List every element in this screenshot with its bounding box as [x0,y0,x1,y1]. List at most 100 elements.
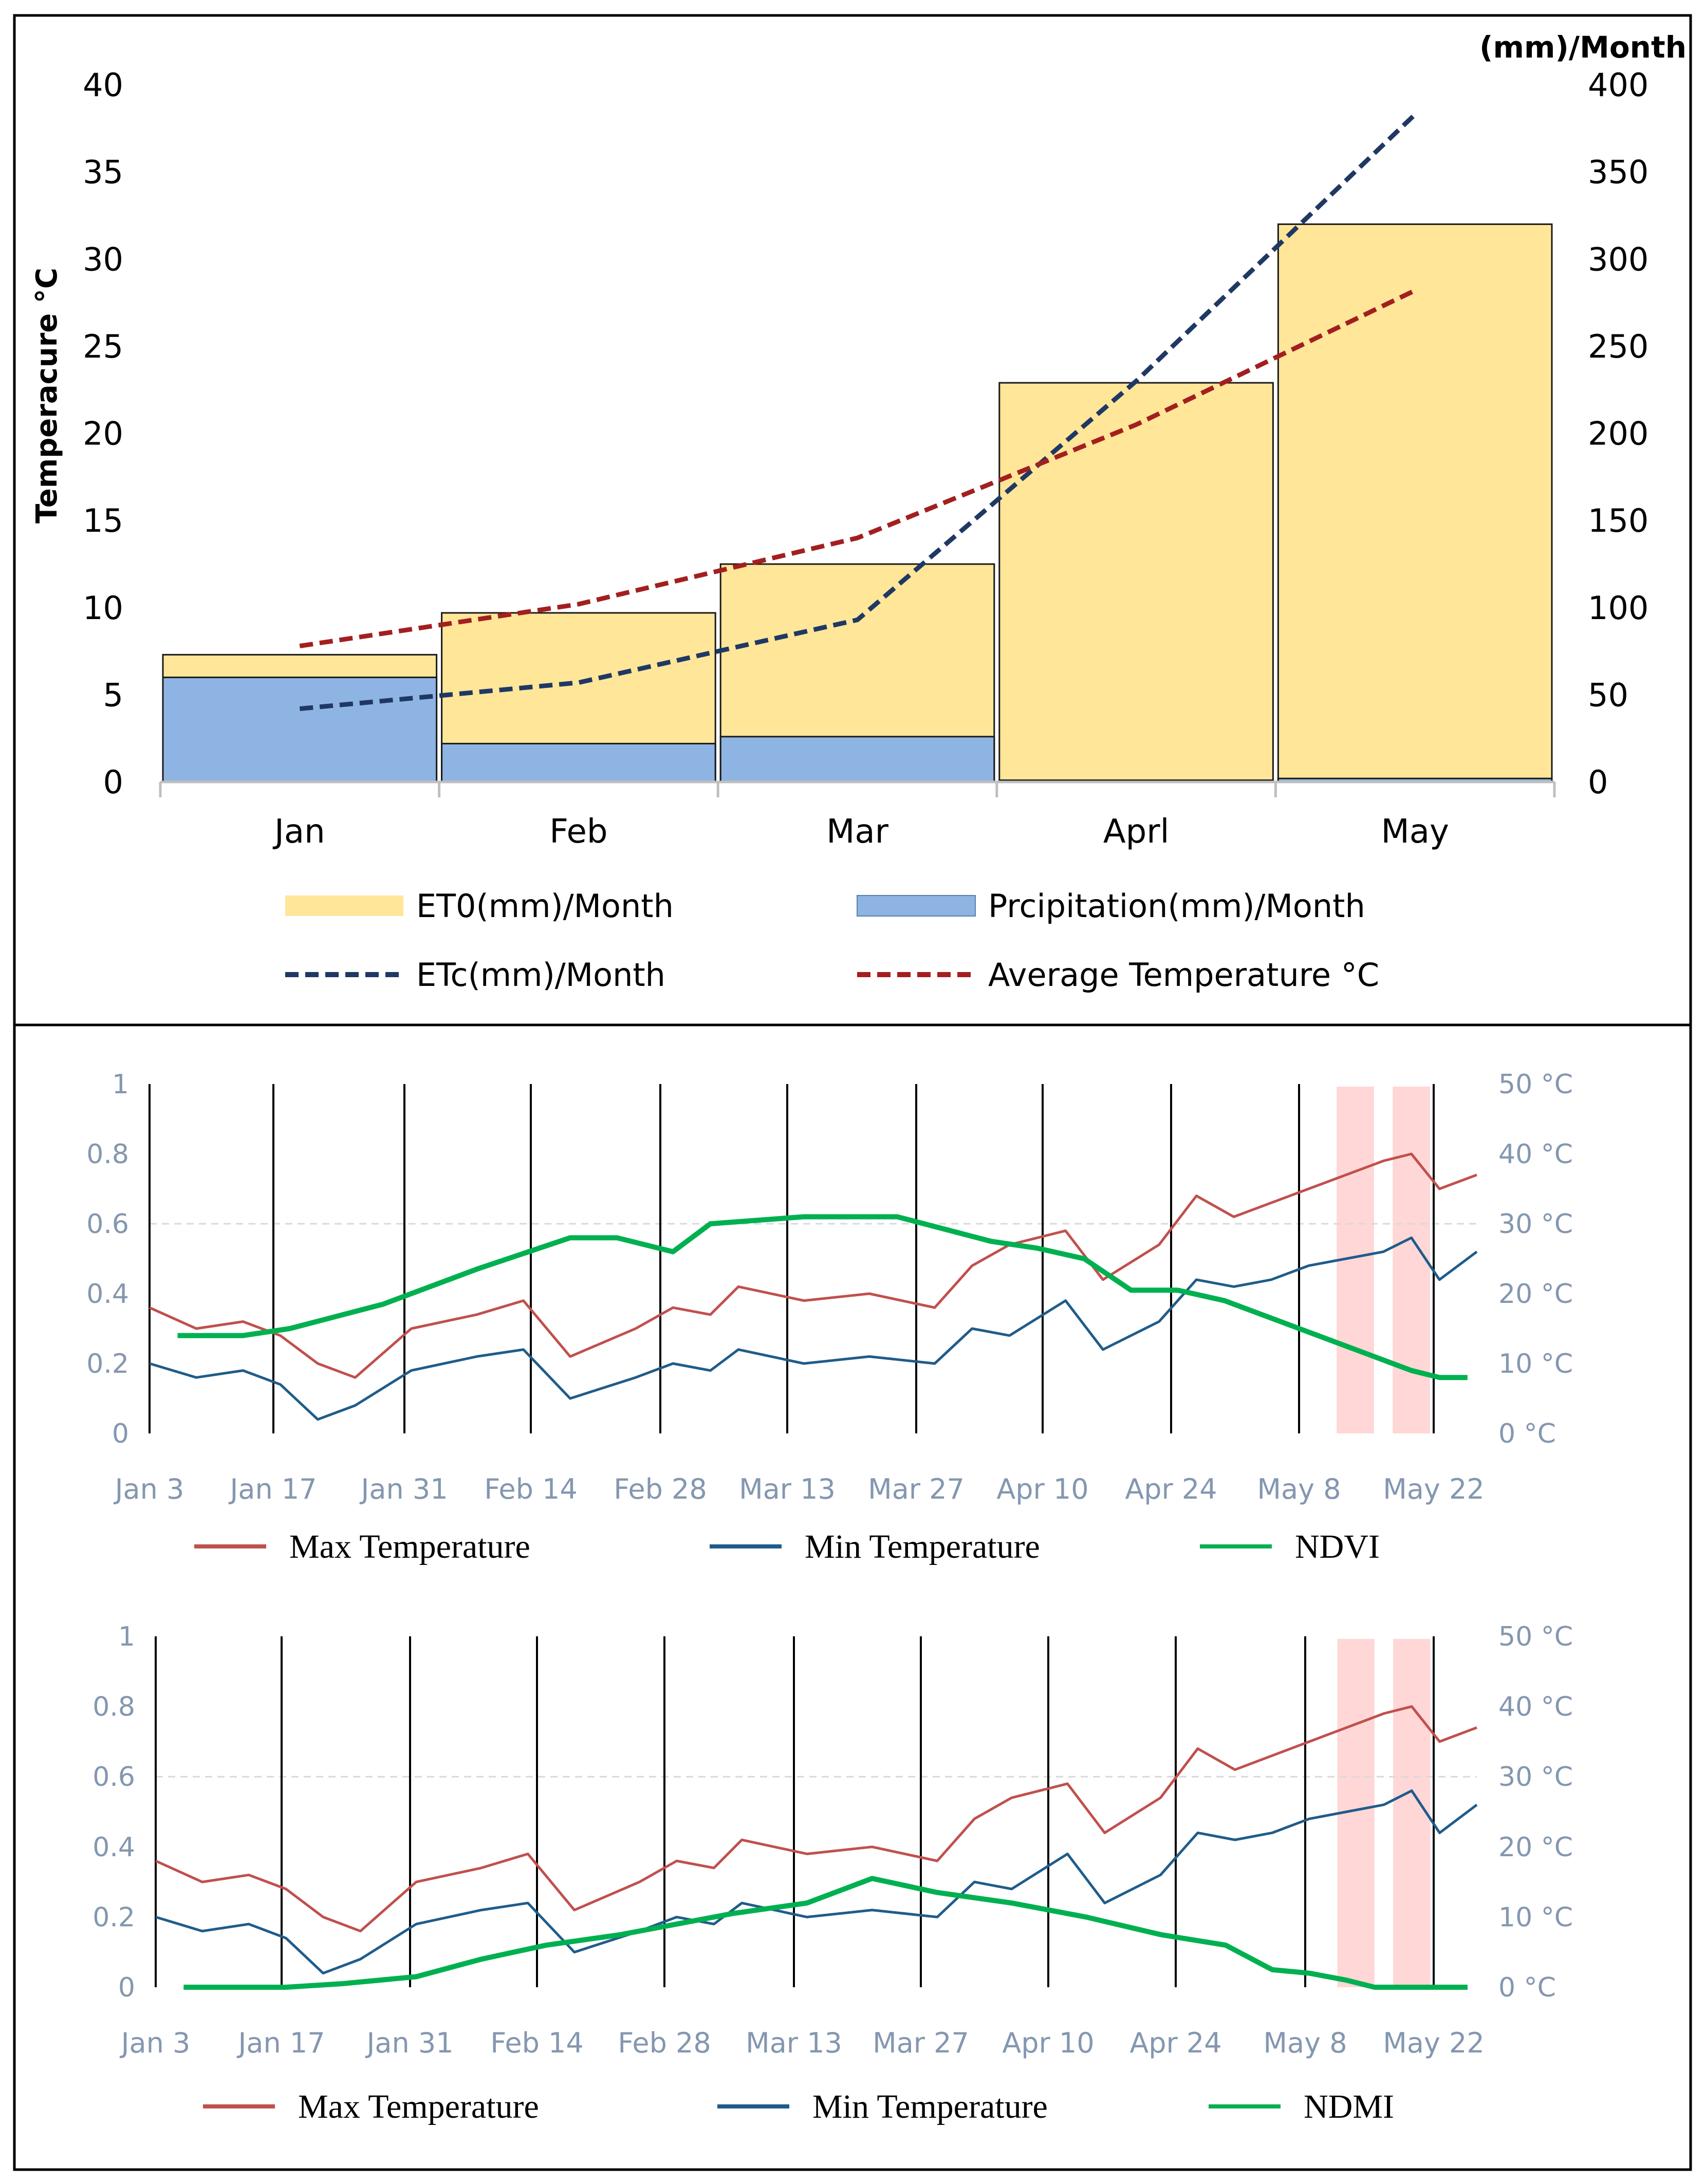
ndvi-x-tick-label: Mar 27 [868,1473,965,1505]
ndvi-x-tick-label: Jan 3 [114,1473,184,1505]
avg-temperature-line [299,288,1416,648]
top-y-tick-label: 15 [83,502,123,539]
ndmi-y-tick-label: 1 [118,1621,135,1652]
ndvi-y-tick-label: 0.8 [86,1139,129,1170]
ndmi-x-tick-label: Mar 13 [746,2027,842,2059]
ndvi-y-tick-label: 0 [112,1418,129,1449]
ndvi-x-tick-label: May 8 [1257,1473,1341,1505]
top-x-tick-label: Mar [826,813,888,851]
ndmi-y2-tick-label: 30 °C [1498,1762,1573,1793]
top-y2-tick-label: 200 [1588,415,1648,453]
ndvi-y2-tick-label: 50 °C [1498,1069,1573,1100]
ndvi-y-tick-label: 0.4 [86,1279,129,1310]
top-y2-tick-label: 0 [1588,763,1608,801]
ndmi-x-tick-label: May 22 [1383,2027,1485,2059]
top-legend-label: Average Temperature °C [988,956,1379,994]
top-chart-panel: 0510152025303540050100150200250300350400… [13,14,1692,1026]
ndmi-max-temperature-line [155,1705,1477,1933]
ndvi-x-tick-label: Feb 14 [484,1473,578,1505]
ndmi-x-tick-label: Jan 3 [120,2027,191,2059]
top-x-tick-label: May [1381,813,1449,851]
ndvi-y-tick-label: 0.2 [86,1349,129,1379]
ndvi-y2-tick-label: 10 °C [1498,1349,1573,1379]
ndmi-x-tick-label: Jan 31 [365,2027,453,2059]
top-y-tick-label: 25 [83,328,123,365]
etc-line [299,113,1417,711]
ndmi-y2-tick-label: 0 °C [1498,1972,1556,2003]
ndvi-x-tick-label: Jan 17 [228,1473,317,1505]
ndvi-legend-label: Min Temperature [805,1528,1040,1565]
ndvi-ndvi-line [177,1214,1468,1380]
precipitation-bar [441,742,716,783]
ndvi-legend: Max Temperature Min Temperature NDVI [194,1528,1380,1565]
ndmi-chart-panel: 00.20.40.60.810 °C10 °C20 °C30 °C40 °C50… [92,1621,1573,2125]
ndmi-x-tick-label: Apr 24 [1129,2027,1221,2059]
top-y2-tick-label: 350 [1588,154,1648,191]
ndvi-x-tick-label: Apr 10 [996,1473,1088,1505]
et0-bar [1277,223,1553,783]
ndmi-legend-label: Max Temperature [298,2088,539,2125]
top-legend-swatch [285,895,403,916]
top-y2-tick-label: 400 [1588,66,1648,104]
top-legend-label: ETc(mm)/Month [416,956,665,994]
top-legend-swatch [857,895,976,917]
top-legend: ET0(mm)/Month Prcipitation(mm)/Month ETc(m… [285,887,1379,994]
ndmi-min-temperature-line [155,1789,1478,1975]
ndmi-x-tick-label: Feb 28 [618,2027,711,2059]
ndmi-legend-label: Min Temperature [812,2088,1048,2125]
ndmi-y-tick-label: 0.6 [92,1762,135,1793]
ndmi-legend: Max Temperature Min Temperature NDMI [203,2088,1394,2125]
ndmi-y-tick-label: 0 [118,1972,135,2003]
top-y-tick-label: 30 [83,240,123,278]
top-x-tick-label: Feb [549,813,607,851]
top-x-tick-label: Aprl [1103,813,1170,851]
ndmi-x-tick-label: Feb 14 [490,2027,584,2059]
ndvi-legend-label: NDVI [1295,1528,1380,1565]
ndvi-x-tick-label: Feb 28 [614,1473,707,1505]
ndvi-y2-tick-label: 30 °C [1498,1209,1573,1240]
ndvi-legend-label: Max Temperature [289,1528,530,1565]
ndvi-x-tick-label: Mar 13 [739,1473,836,1505]
top-y2-tick-label: 250 [1588,328,1648,365]
ndmi-legend-label: NDMI [1304,2088,1394,2125]
top-y-tick-label: 40 [83,66,123,104]
top-y2-tick-label: 150 [1588,502,1648,539]
ndmi-x-tick-label: Jan 17 [236,2027,325,2059]
ndmi-x-tick-label: May 8 [1263,2027,1347,2059]
top-y2-axis-title: (mm)/Month [1479,30,1687,65]
ndmi-x-tick-label: Apr 10 [1002,2027,1094,2059]
ndvi-x-tick-label: Jan 31 [359,1473,448,1505]
precipitation-bar [719,736,995,783]
ndmi-y2-tick-label: 40 °C [1498,1692,1573,1723]
ndvi-y2-tick-label: 40 °C [1498,1139,1573,1170]
ndvi-min-temperature-line [149,1236,1478,1421]
top-y-tick-label: 0 [103,763,123,801]
top-y2-tick-label: 300 [1588,240,1648,278]
ndmi-y2-tick-label: 10 °C [1498,1902,1573,1933]
ndmi-y2-tick-label: 20 °C [1498,1832,1573,1863]
ndvi-max-temperature-line [149,1152,1477,1379]
top-x-tick-label: Jan [272,813,325,851]
top-y-axis-title: Temperacure °C [30,268,64,524]
ndvi-y2-tick-label: 0 °C [1498,1418,1556,1449]
top-y-tick-label: 20 [83,415,123,453]
ndmi-ndmi-line [183,1876,1468,1990]
top-y-tick-label: 5 [103,676,123,714]
ndmi-y-tick-label: 0.8 [92,1692,135,1723]
ndvi-x-tick-label: Apr 24 [1125,1473,1217,1505]
ndmi-y2-tick-label: 50 °C [1498,1621,1573,1652]
ndmi-y-tick-label: 0.4 [92,1832,135,1863]
ndvi-chart-panel: 00.20.40.60.810 °C10 °C20 °C30 °C40 °C50… [86,1069,1573,1565]
ndvi-y-tick-label: 1 [112,1069,129,1100]
ndmi-highlight-band [1393,1639,1431,1987]
top-y2-tick-label: 50 [1588,676,1628,714]
et0-bar [998,382,1274,783]
top-legend-label: ET0(mm)/Month [416,887,674,925]
top-y2-tick-label: 100 [1588,589,1648,627]
ndvi-x-tick-label: May 22 [1383,1473,1485,1505]
top-y-tick-label: 10 [83,589,123,627]
top-y-tick-label: 35 [83,154,123,191]
lower-panel-frame [13,1023,1692,2171]
precipitation-bar [162,676,438,783]
